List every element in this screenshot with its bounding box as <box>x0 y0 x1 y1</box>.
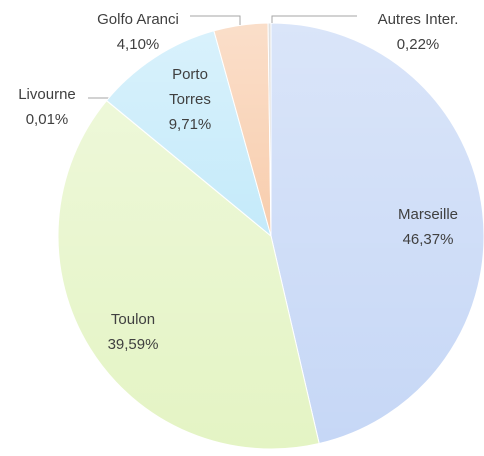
category-label: Golfo Aranci <box>97 11 179 28</box>
value-label: 9,71% <box>168 116 212 133</box>
category-label: Livourne <box>18 86 76 103</box>
category-label: Marseille <box>397 206 458 223</box>
value-label: 0,22% <box>396 36 440 53</box>
slice-label: Porto Torres 9,71% <box>160 62 220 137</box>
slice-shade <box>268 23 271 236</box>
slice-shade <box>106 30 271 236</box>
category-label: Toulon <box>110 311 156 328</box>
slice-label: Livourne 0,01% <box>0 82 107 132</box>
slice-shade <box>57 100 320 450</box>
value-label: 0,01% <box>25 111 69 128</box>
value-label: 39,59% <box>107 336 159 353</box>
slice-label: Toulon 39,59% <box>73 307 193 357</box>
value-label: 4,10% <box>116 36 160 53</box>
slice-label: Autres Inter. 0,22% <box>348 7 484 57</box>
leader-line <box>271 15 357 23</box>
category-label: Porto Torres <box>169 66 211 108</box>
value-label: 46,37% <box>402 231 454 248</box>
leader-line <box>190 15 241 25</box>
category-label: Autres Inter. <box>377 11 459 28</box>
slice-shade <box>271 23 484 444</box>
slice-label: Golfo Aranci 4,10% <box>68 7 208 57</box>
slice-label: Marseille 46,37% <box>368 202 484 252</box>
slice-shade <box>213 23 271 236</box>
